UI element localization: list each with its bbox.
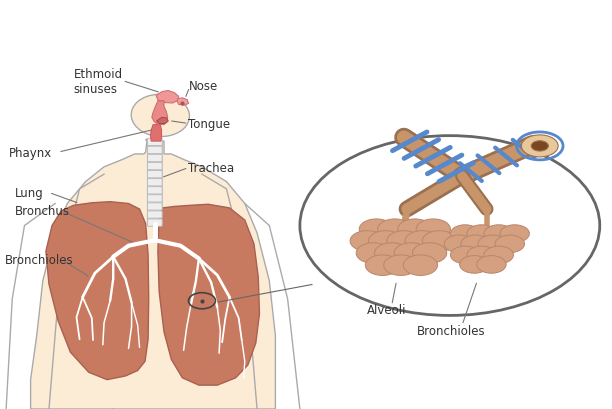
Circle shape [478, 236, 507, 253]
Circle shape [405, 231, 439, 252]
Polygon shape [157, 118, 168, 124]
Circle shape [378, 219, 412, 240]
Circle shape [359, 219, 394, 240]
FancyBboxPatch shape [147, 179, 162, 187]
Text: Bronchioles: Bronchioles [5, 253, 73, 266]
Circle shape [422, 231, 457, 252]
Circle shape [467, 225, 496, 243]
Circle shape [403, 255, 438, 276]
FancyBboxPatch shape [147, 171, 162, 178]
FancyBboxPatch shape [147, 141, 162, 225]
Circle shape [387, 231, 421, 252]
Text: Phaynx: Phaynx [9, 146, 53, 159]
Circle shape [467, 247, 496, 264]
Polygon shape [158, 205, 259, 385]
Polygon shape [152, 101, 168, 125]
Circle shape [398, 219, 432, 240]
FancyBboxPatch shape [147, 187, 162, 195]
Circle shape [375, 243, 409, 264]
Circle shape [356, 243, 390, 264]
FancyBboxPatch shape [147, 147, 162, 154]
Circle shape [460, 256, 489, 274]
FancyBboxPatch shape [147, 219, 162, 227]
Polygon shape [31, 140, 275, 409]
Circle shape [444, 236, 474, 253]
FancyBboxPatch shape [147, 195, 162, 202]
Circle shape [500, 225, 529, 243]
Circle shape [300, 136, 600, 316]
Polygon shape [156, 91, 179, 104]
Polygon shape [46, 202, 149, 380]
Circle shape [531, 142, 548, 152]
Text: Tongue: Tongue [188, 118, 231, 131]
Circle shape [450, 225, 480, 243]
Polygon shape [177, 99, 188, 106]
Text: Nose: Nose [188, 80, 218, 92]
Circle shape [350, 231, 384, 252]
Circle shape [416, 219, 450, 240]
Circle shape [477, 256, 506, 274]
FancyBboxPatch shape [147, 163, 162, 170]
Circle shape [450, 247, 480, 264]
FancyBboxPatch shape [147, 211, 162, 219]
Circle shape [365, 255, 400, 276]
FancyBboxPatch shape [147, 155, 162, 162]
FancyBboxPatch shape [147, 139, 162, 146]
Ellipse shape [131, 95, 190, 137]
Circle shape [368, 231, 403, 252]
Circle shape [484, 247, 513, 264]
Text: Ethmoid
sinuses: Ethmoid sinuses [73, 67, 122, 95]
Text: Trachea: Trachea [188, 162, 234, 175]
Text: Bronchus: Bronchus [15, 205, 70, 218]
Text: Bronchioles: Bronchioles [417, 324, 486, 337]
Circle shape [412, 243, 447, 264]
Text: Lung: Lung [15, 187, 44, 200]
Circle shape [394, 243, 428, 264]
Circle shape [484, 225, 513, 243]
FancyBboxPatch shape [147, 203, 162, 211]
Polygon shape [151, 125, 162, 142]
Circle shape [521, 135, 558, 157]
Circle shape [384, 255, 418, 276]
Text: Respiratory System: Respiratory System [170, 7, 442, 36]
Text: Alveoli: Alveoli [367, 303, 406, 317]
Circle shape [495, 236, 524, 253]
Circle shape [461, 236, 490, 253]
